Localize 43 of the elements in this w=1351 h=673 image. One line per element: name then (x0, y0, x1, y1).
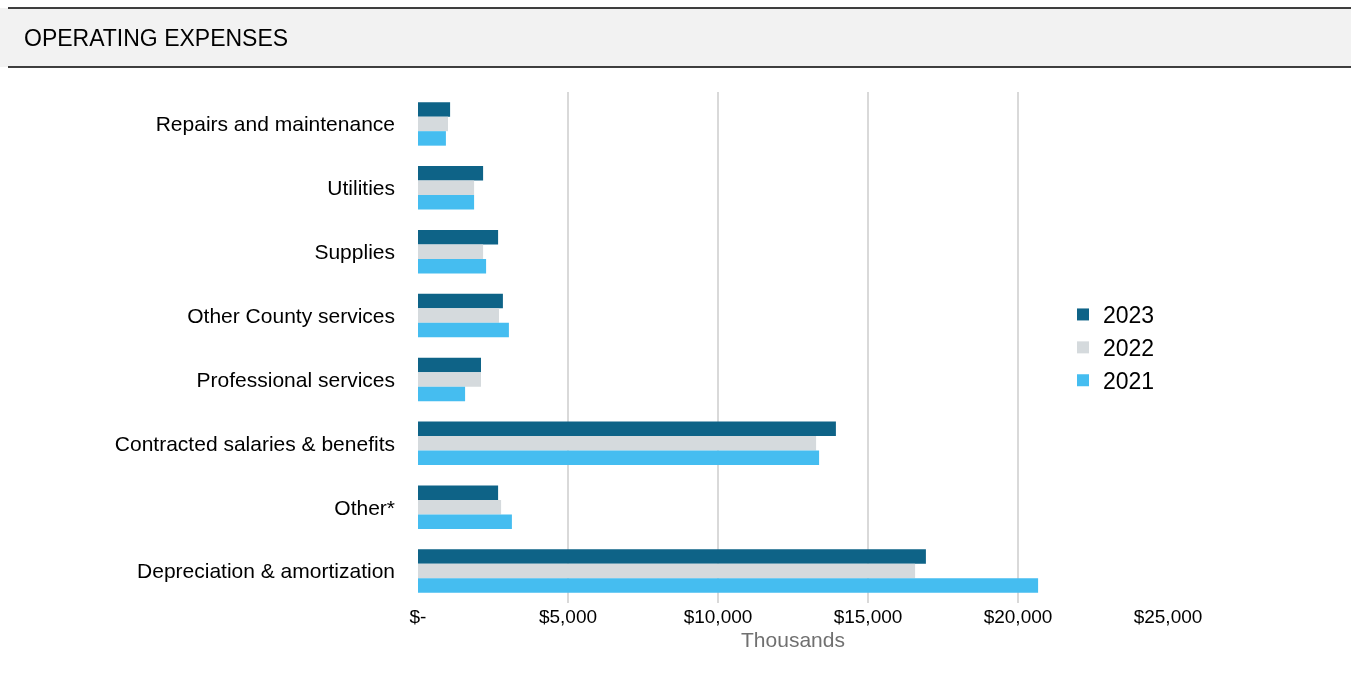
x-tick-label: $10,000 (683, 606, 753, 627)
bar (418, 450, 820, 466)
y-tick-label: Depreciation & amortization (137, 559, 395, 583)
bar (418, 563, 916, 579)
text: OPERATING EXPENSES (24, 25, 289, 51)
x-tick-label: $25,000 (1133, 606, 1203, 627)
bar (418, 514, 512, 529)
y-tick-label: Repairs and maintenance (155, 112, 395, 136)
bar (418, 549, 926, 564)
bar (418, 386, 466, 402)
bar (418, 372, 481, 387)
y-tick-label: Other* (334, 495, 395, 519)
bar (418, 499, 502, 515)
bar (418, 244, 484, 259)
bar (418, 308, 499, 323)
bar (418, 578, 1039, 593)
bar (418, 180, 475, 196)
bar (418, 131, 446, 146)
y-tick-label: Other County services (187, 303, 395, 327)
legend-label: 2021 (1103, 368, 1155, 395)
y-tick-label: Professional services (196, 367, 395, 391)
legend-label: 2023 (1103, 302, 1155, 329)
bar (418, 293, 503, 309)
bar (418, 229, 499, 245)
y-tick-label: Utilities (327, 176, 395, 200)
bar (418, 116, 448, 132)
bar (418, 102, 451, 117)
bar (418, 421, 836, 437)
bar (418, 485, 499, 500)
x-axis-title: Thousands (741, 628, 845, 652)
y-tick-label: Contracted salaries & benefits (114, 431, 395, 455)
y-tick-label: Supplies (314, 240, 395, 264)
x-tick-label: $15,000 (833, 606, 903, 627)
bar (418, 322, 509, 338)
x-tick-label: $5,000 (538, 606, 598, 627)
bar (418, 166, 484, 181)
bar (418, 195, 475, 210)
bar (418, 357, 481, 373)
legend-label: 2022 (1103, 335, 1155, 362)
x-tick-label: $20,000 (983, 606, 1053, 627)
bar (418, 258, 487, 274)
bar (418, 436, 817, 451)
x-tick-label: $- (409, 606, 427, 627)
